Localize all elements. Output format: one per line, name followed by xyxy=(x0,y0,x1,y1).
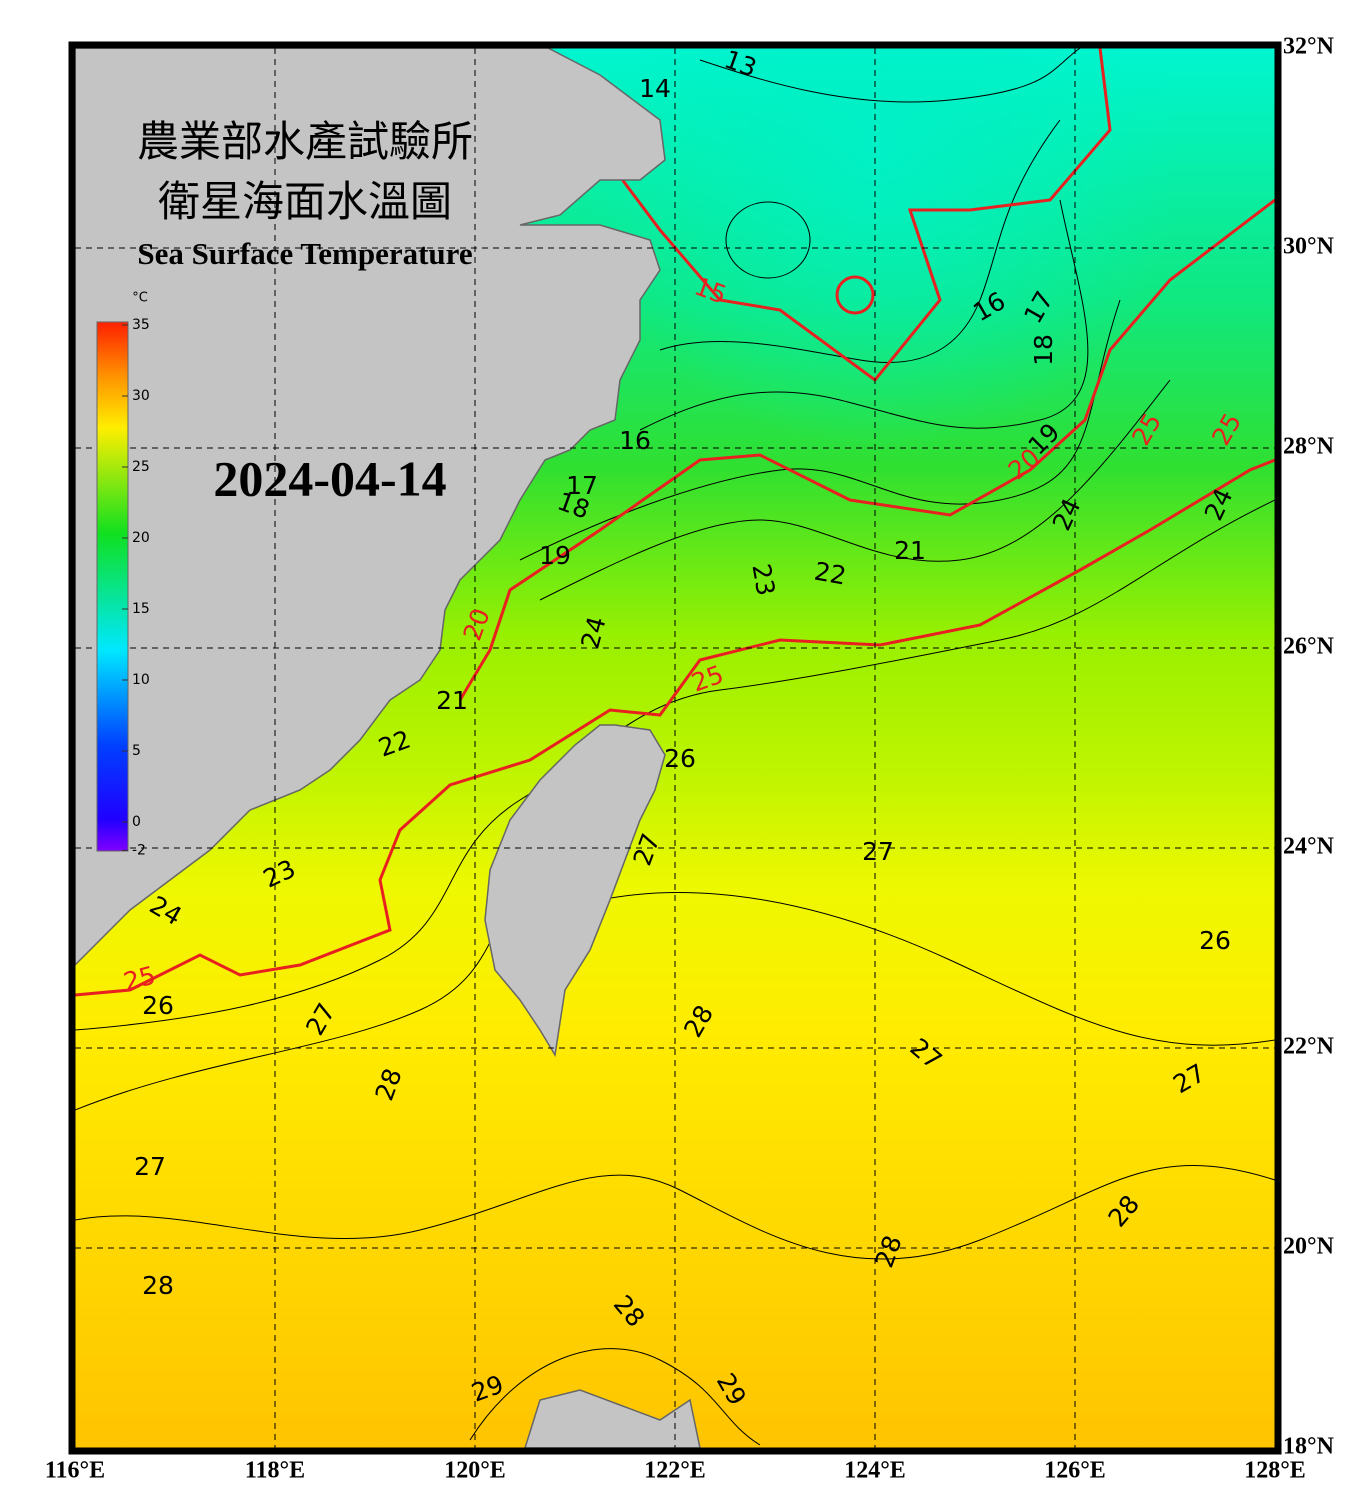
lon-tick-label: 124°E xyxy=(844,1458,906,1484)
lat-tick-label: 22°N xyxy=(1283,1034,1335,1060)
contour-label: 17 xyxy=(566,471,598,500)
contour-label: 23 xyxy=(746,562,780,598)
contour-label: 19 xyxy=(539,541,571,570)
map-frame xyxy=(68,41,1282,1455)
lat-tick-label: 24°N xyxy=(1283,834,1335,860)
lon-tick-label: 120°E xyxy=(444,1458,506,1484)
colorbar-tick-label: 10 xyxy=(132,672,150,688)
lat-tick-label: 20°N xyxy=(1283,1234,1335,1260)
lat-tick-label: 18°N xyxy=(1283,1434,1335,1460)
axis-labels: 116°E 118°E 120°E 122°E 124°E 126°E 128°E 32°N 3… xyxy=(45,34,1335,1484)
contour-label: 22 xyxy=(812,556,848,590)
colorbar-tick-label: 0 xyxy=(132,814,141,830)
title-zh-1: 農業部水產試驗所 xyxy=(137,117,473,166)
colorbar-tick-label: 30 xyxy=(132,388,150,404)
contour-label: 21 xyxy=(436,686,468,715)
lat-tick-label: 28°N xyxy=(1283,434,1335,460)
colorbar-tick-label: 35 xyxy=(132,317,150,333)
lon-tick-label: 118°E xyxy=(245,1458,305,1484)
lon-tick-label: 126°E xyxy=(1044,1458,1106,1484)
lat-tick-label: 32°N xyxy=(1283,34,1335,60)
contour-label: 26 xyxy=(664,744,696,773)
contour-label: 27 xyxy=(134,1152,166,1181)
date: 2024-04-14 xyxy=(213,450,446,506)
colorbar-tick-label: 25 xyxy=(132,459,150,475)
contour-label: 26 xyxy=(142,991,174,1020)
contour-label: 16 xyxy=(619,426,651,455)
colorbar-tick-label: 15 xyxy=(132,601,150,617)
lat-tick-label: 26°N xyxy=(1283,634,1335,660)
lat-tick-label: 30°N xyxy=(1283,234,1335,260)
lon-tick-label: 116°E xyxy=(45,1458,105,1484)
land xyxy=(75,48,701,1448)
contour-label: 27 xyxy=(862,837,894,866)
colorbar-ticks: 35 30 25 20 15 10 5 0 -2 xyxy=(122,317,150,858)
contour-label: 14 xyxy=(639,74,671,103)
isotherms-major xyxy=(75,48,1275,997)
lon-tick-label: 128°E xyxy=(1244,1458,1306,1484)
contour-label: 21 xyxy=(894,536,926,565)
title-en: Sea Surface Temperature xyxy=(137,236,472,271)
lon-tick-label: 122°E xyxy=(644,1458,706,1484)
title-zh-2: 衛星海面水溫圖 xyxy=(158,177,452,226)
colorbar-tick-label: -2 xyxy=(132,842,146,858)
contour-label: 28 xyxy=(142,1271,174,1300)
contour-label: 26 xyxy=(1199,926,1231,955)
contour-label: 18 xyxy=(1029,334,1058,366)
colorbar-tick-label: 20 xyxy=(132,530,150,546)
graticule xyxy=(75,48,1275,1448)
colorbar xyxy=(96,321,129,852)
colorbar-tick-label: 5 xyxy=(132,743,141,759)
colorbar-unit: °C xyxy=(132,291,148,306)
